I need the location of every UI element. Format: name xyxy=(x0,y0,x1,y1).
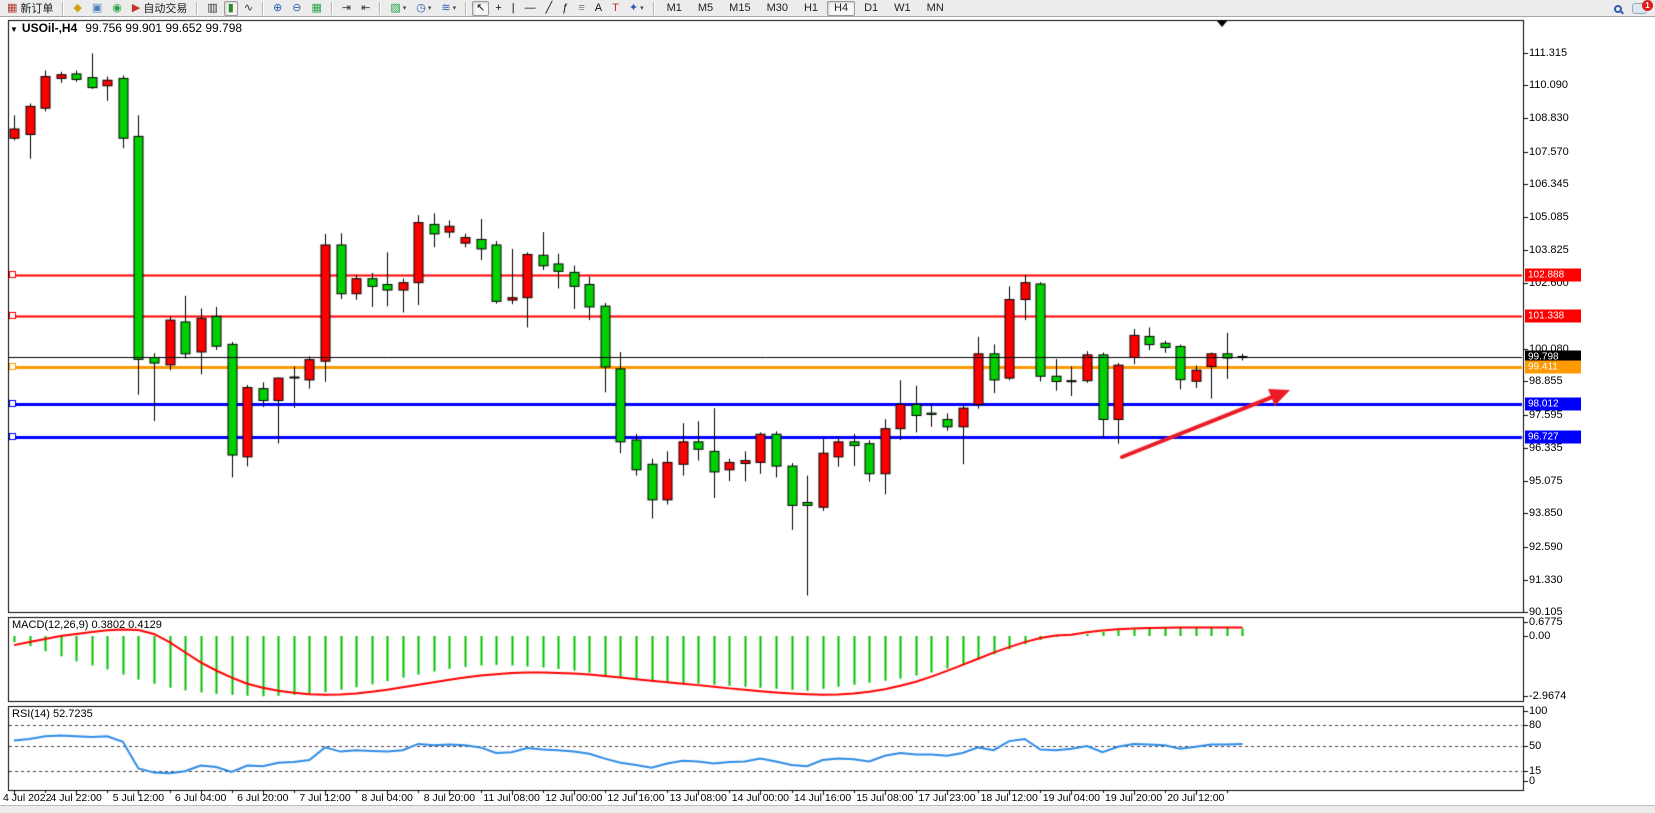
data-window-icon: ▣ xyxy=(91,1,103,14)
new-chart-button[interactable]: ▧ ▾ xyxy=(386,1,410,16)
horizontal-line-icon[interactable]: — xyxy=(521,1,540,16)
fibonacci-icon: ƒ xyxy=(562,1,569,14)
auto-scroll-icon: ⇥ xyxy=(341,1,352,14)
indicators-button: ≋ xyxy=(441,1,451,14)
toolbar-separator xyxy=(196,1,199,15)
candlestick-chart-icon: ▮ xyxy=(227,1,234,14)
crosshair-icon[interactable]: + xyxy=(491,1,505,16)
timeframe-button-m1[interactable]: M1 xyxy=(666,2,682,14)
trendline-icon[interactable]: ╱ xyxy=(542,1,557,16)
signals-icon[interactable]: ◉ xyxy=(108,1,126,16)
period-button[interactable]: ◷ ▾ xyxy=(412,1,435,16)
chevron-down-icon: ▾ xyxy=(452,5,457,12)
toolbar-separator xyxy=(652,1,655,15)
vertical-line-icon: | xyxy=(511,1,515,14)
chevron-down-icon: ▾ xyxy=(427,5,432,12)
toolbar-right: 1 xyxy=(1614,0,1653,15)
timeframe-button-w1[interactable]: W1 xyxy=(894,2,911,14)
text-icon: A xyxy=(594,1,603,14)
line-chart-icon: ∿ xyxy=(243,1,254,14)
zoom-out-icon: ⊖ xyxy=(292,1,302,14)
timeframe-button-h4[interactable]: H4 xyxy=(827,0,856,16)
market-watch-icon: ◆ xyxy=(73,1,82,14)
toolbar-separator xyxy=(465,1,468,15)
auto-scroll-icon[interactable]: ⇥ xyxy=(338,1,355,16)
candlestick-chart-icon[interactable]: ▮ xyxy=(223,0,238,16)
cursor-icon[interactable]: ↖ xyxy=(472,0,490,16)
zoom-out-icon[interactable]: ⊖ xyxy=(288,1,305,16)
search-icon[interactable] xyxy=(1614,4,1622,13)
text-icon[interactable]: A xyxy=(591,1,606,16)
toolbar: ▦ 新订单 ◆ ▣ ◉ ▶ 自动交易 ▥ ▮ ∿ ⊕ ⊖ ▦ ⇥ ⇤ ▧ ▾ ◷ ▾ ≋ ▾ ↖ + | — ╱ ƒ ≡ A T ✦ ▾ M1 M… xyxy=(0,0,1655,17)
bar-chart-icon[interactable]: ▥ xyxy=(203,1,221,16)
data-window-icon[interactable]: ▣ xyxy=(88,1,106,16)
toolbar-separator xyxy=(379,1,382,15)
trendline-icon: ╱ xyxy=(545,1,553,14)
chart-shift-icon[interactable]: ⇤ xyxy=(357,1,374,16)
crosshair-icon: + xyxy=(495,1,502,14)
arrows-tool-icon[interactable]: ✦ ▾ xyxy=(625,1,648,16)
tile-windows-icon: ▦ xyxy=(311,1,322,14)
zoom-in-icon: ⊕ xyxy=(273,1,283,14)
toolbar-separator xyxy=(62,1,65,15)
tile-windows-icon[interactable]: ▦ xyxy=(307,1,325,16)
text-label-icon: T xyxy=(612,1,619,14)
timeframe-button-d1[interactable]: D1 xyxy=(864,2,879,14)
timeframe-button-h1[interactable]: H1 xyxy=(803,2,819,14)
market-watch-icon[interactable]: ◆ xyxy=(69,1,85,16)
vertical-line-icon[interactable]: | xyxy=(508,1,519,16)
line-chart-icon[interactable]: ∿ xyxy=(240,1,257,16)
new-chart-button: ▧ xyxy=(390,1,401,14)
channel-icon[interactable]: ≡ xyxy=(574,1,588,16)
autotrading-button: ▶ xyxy=(131,1,141,14)
notification-badge: 1 xyxy=(1642,0,1653,11)
new-order-button: ▦ xyxy=(7,1,18,14)
toolbar-separator xyxy=(262,1,265,15)
bar-chart-icon: ▥ xyxy=(207,1,218,14)
timeframe-button-m5[interactable]: M5 xyxy=(697,2,714,14)
chevron-down-icon: ▾ xyxy=(402,5,407,12)
toolbar-separator xyxy=(330,1,333,15)
horizontal-line-icon: — xyxy=(524,1,536,14)
status-bar xyxy=(0,805,1655,813)
cursor-icon: ↖ xyxy=(476,1,486,14)
timeframe-button-m15[interactable]: M15 xyxy=(729,2,751,14)
indicators-button[interactable]: ≋ ▾ xyxy=(437,1,460,16)
signals-icon: ◉ xyxy=(112,1,122,14)
autotrading-button-label: 自动交易 xyxy=(143,3,188,15)
fibonacci-icon[interactable]: ƒ xyxy=(558,1,572,16)
autotrading-button[interactable]: ▶ 自动交易 xyxy=(128,1,191,16)
text-label-icon[interactable]: T xyxy=(608,1,623,16)
timeframe-button-mn[interactable]: MN xyxy=(926,2,944,14)
new-order-button[interactable]: ▦ 新订单 xyxy=(3,1,57,16)
new-order-button-label: 新订单 xyxy=(20,3,54,15)
zoom-in-icon[interactable]: ⊕ xyxy=(269,1,286,16)
timeframe-button-m30[interactable]: M30 xyxy=(766,2,788,14)
chart-shift-icon: ⇤ xyxy=(361,1,371,14)
arrows-tool-icon: ✦ xyxy=(628,1,639,14)
period-button: ◷ xyxy=(416,1,426,14)
channel-icon: ≡ xyxy=(578,1,585,14)
chevron-down-icon: ▾ xyxy=(640,5,644,12)
notifications-icon[interactable]: 1 xyxy=(1632,0,1653,14)
